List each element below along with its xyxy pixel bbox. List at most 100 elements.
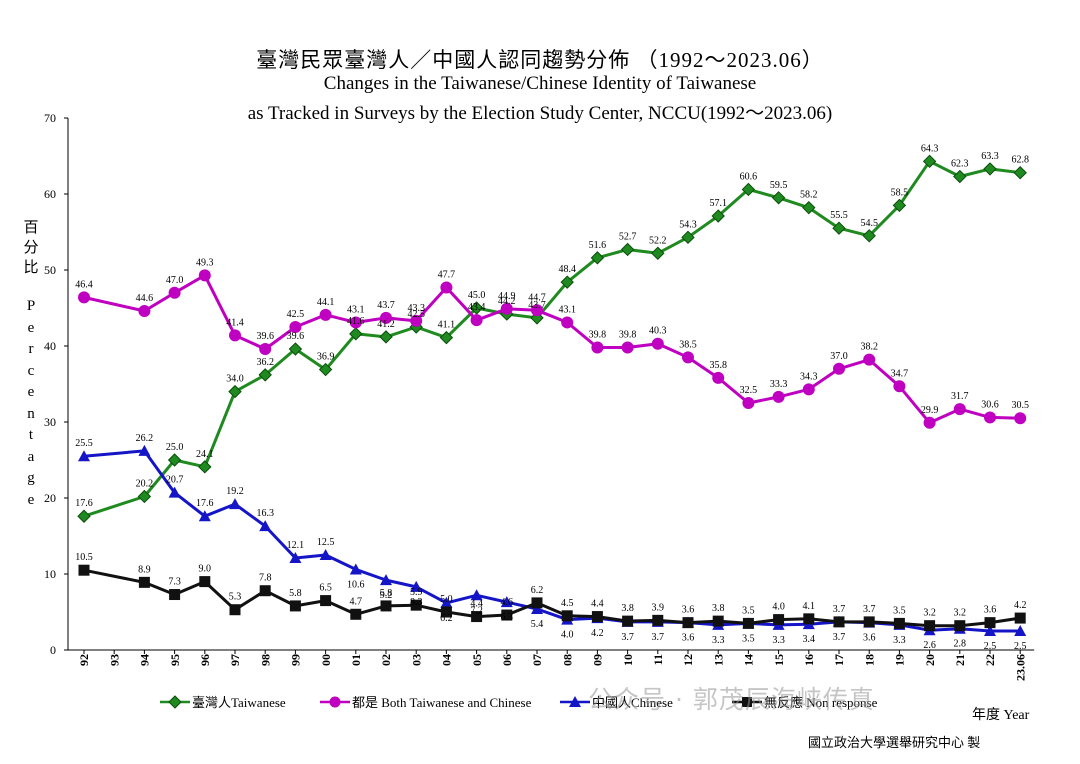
data-point-marker (1013, 166, 1027, 180)
data-point-marker (258, 368, 272, 382)
data-label: 3.8 (621, 603, 634, 614)
data-point-marker (984, 617, 996, 629)
data-point-marker (922, 154, 937, 169)
legend-label: 臺灣人Taiwanese (192, 695, 286, 710)
data-point-marker (863, 616, 875, 628)
data-point-marker (410, 314, 423, 327)
data-point-marker (711, 209, 725, 223)
data-label: 38.2 (860, 342, 878, 353)
legend-item: 無反應 Non response (732, 692, 877, 711)
data-label: 3.9 (652, 602, 665, 613)
data-label: 57.1 (709, 198, 727, 209)
x-tick-label: 20 (923, 654, 937, 666)
x-tick-label: 15 (772, 654, 786, 666)
data-label: 3.3 (772, 635, 785, 646)
data-point-marker (620, 242, 635, 257)
data-label: 62.3 (951, 159, 969, 170)
data-label: 7.8 (259, 573, 272, 584)
y-tick-label: 30 (44, 415, 56, 429)
data-point-marker (772, 390, 785, 403)
data-point-marker (319, 308, 332, 321)
data-point-marker (621, 341, 634, 354)
data-label: 4.5 (561, 598, 574, 609)
legend-marker-icon (732, 696, 762, 707)
x-tick-label: 00 (319, 654, 333, 666)
data-point-marker (379, 330, 393, 344)
data-label: 8.9 (138, 564, 151, 575)
data-point-marker (199, 576, 211, 588)
chart-axes: 0 10 20 30 40 50 60 70 92 93 94 95 96 97 98 99 00 01 02 03 0… (44, 111, 1035, 681)
data-label: 3.7 (863, 604, 876, 615)
data-label: 43.7 (377, 300, 395, 311)
data-point-marker (954, 620, 966, 632)
data-label: 31.7 (951, 391, 969, 402)
data-label: 43.7 (528, 300, 546, 311)
data-label: 9.0 (199, 564, 212, 575)
data-label: 5.8 (380, 588, 393, 599)
data-label: 40.3 (649, 326, 667, 337)
data-label: 37.0 (830, 351, 848, 362)
data-point-marker (289, 600, 301, 612)
data-label: 20.2 (136, 478, 154, 489)
data-label: 46.4 (75, 279, 93, 290)
data-point-marker (651, 337, 664, 350)
data-label: 5.4 (531, 619, 544, 630)
y-tick-label: 20 (44, 491, 56, 505)
x-tick-label: 18 (862, 654, 876, 666)
data-label: 3.2 (954, 608, 967, 619)
data-label: 41.4 (226, 317, 244, 328)
data-label: 3.3 (712, 635, 725, 646)
data-point-marker (892, 198, 907, 213)
data-label: 17.6 (75, 498, 93, 509)
data-point-marker (741, 182, 756, 197)
data-point-marker (138, 576, 150, 588)
data-point-marker (410, 580, 423, 592)
data-label: 3.5 (742, 633, 755, 644)
data-point-marker (289, 321, 302, 333)
data-point-marker (712, 615, 724, 627)
data-label: 4.0 (772, 602, 785, 613)
data-label: 54.3 (679, 219, 697, 230)
data-label: 30.6 (981, 399, 999, 410)
data-label: 42.5 (287, 309, 305, 320)
data-point-marker (288, 342, 303, 356)
data-point-marker (198, 460, 212, 474)
data-point-marker (682, 617, 694, 629)
y-tick-label: 60 (44, 187, 56, 201)
y-tick-label: 70 (44, 111, 56, 125)
data-point-marker (771, 191, 786, 205)
data-label: 44.9 (498, 291, 516, 302)
data-point-marker (440, 606, 452, 618)
data-label: 4.7 (350, 596, 363, 607)
data-label: 44.2 (498, 296, 516, 307)
data-label: 4.1 (803, 601, 816, 612)
data-point-marker (169, 589, 181, 601)
data-label: 3.6 (863, 633, 876, 644)
data-label: 39.6 (287, 331, 305, 342)
data-point-marker (470, 589, 483, 601)
data-point-marker (561, 316, 574, 329)
x-tick-label: 07 (530, 654, 544, 666)
legend-label: 中國人Chinese (592, 695, 673, 710)
data-point-marker (591, 341, 604, 354)
data-label: 3.4 (803, 634, 816, 645)
data-label: 41.1 (438, 320, 456, 331)
x-tick-label: 09 (591, 654, 605, 666)
data-point-marker (984, 625, 996, 636)
chart-subtitle-line-1: Changes in the Taiwanese/Chinese Identit… (323, 73, 757, 94)
x-tick-label: 14 (742, 654, 756, 666)
x-tick-label: 13 (711, 654, 725, 666)
x-tick-label: 01 (349, 654, 363, 666)
data-label: 6.2 (531, 585, 544, 596)
data-label: 26.2 (136, 433, 154, 444)
data-label: 6.5 (319, 583, 332, 594)
data-label: 4.6 (501, 597, 514, 608)
data-label: 19.2 (226, 486, 244, 497)
data-label: 5.9 (410, 587, 423, 598)
data-label: 62.8 (1011, 155, 1029, 166)
x-tick-label: 98 (258, 654, 272, 666)
data-point-marker (410, 599, 422, 611)
data-label: 45.0 (468, 290, 486, 301)
x-tick-label: 11 (651, 654, 665, 665)
data-point-marker (652, 614, 664, 626)
